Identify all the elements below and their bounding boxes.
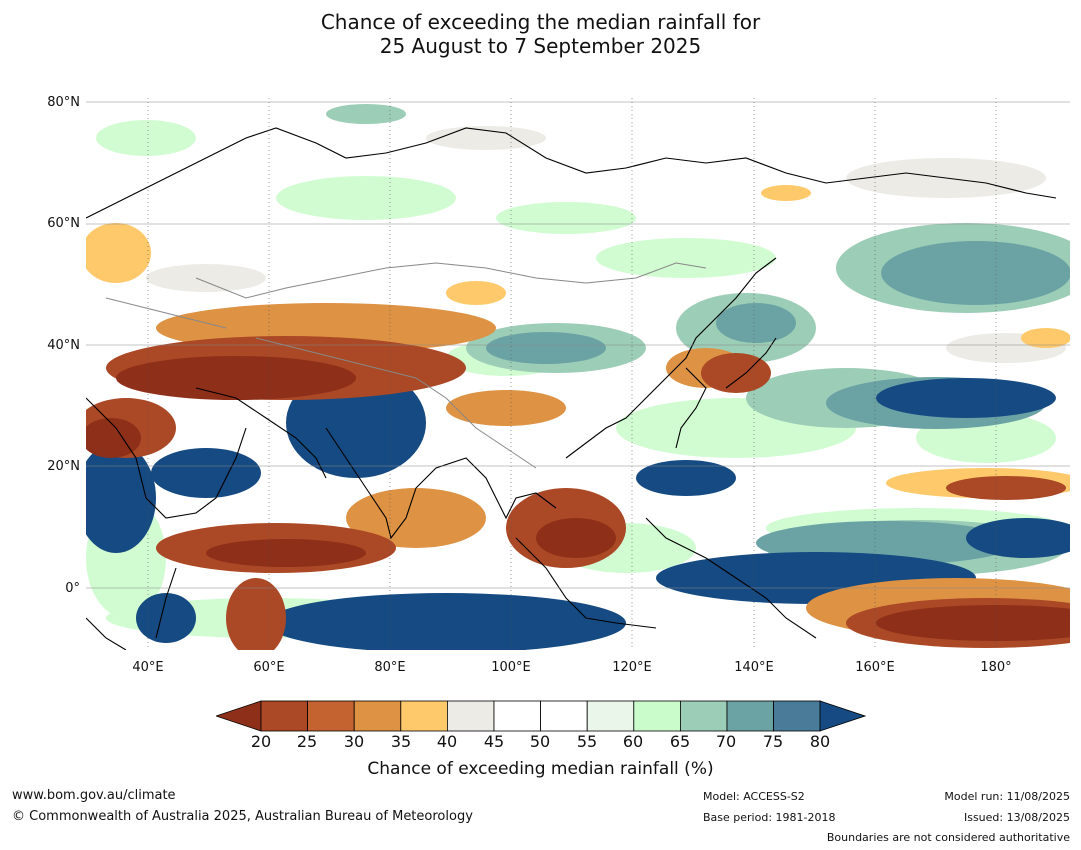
colorbar-tick-80: 80 bbox=[809, 732, 831, 751]
map-canvas bbox=[76, 98, 1081, 658]
colorbar-low-extension bbox=[216, 700, 262, 732]
footer-url: www.bom.gov.au/climate bbox=[12, 788, 176, 803]
colorbar-segment-35-40 bbox=[400, 700, 448, 732]
colorbar-tick-70: 70 bbox=[715, 732, 737, 751]
colorbar-segment-50-55 bbox=[540, 700, 588, 732]
colorbar-high-extension bbox=[819, 700, 866, 732]
map-title: Chance of exceeding the median rainfall … bbox=[0, 10, 1081, 58]
colorbar-segment-65-70 bbox=[679, 700, 728, 732]
footer-issued: Issued: 13/08/2025 bbox=[963, 811, 1070, 824]
colorbar-tick-50: 50 bbox=[529, 732, 551, 751]
colorbar-segment-30-35 bbox=[353, 700, 402, 732]
colorbar-segment-60-65 bbox=[633, 700, 681, 732]
lat-label-80n: 80°N bbox=[47, 95, 80, 110]
colorbar-tick-30: 30 bbox=[343, 732, 365, 751]
footer-base-period: Base period: 1981-2018 bbox=[703, 811, 836, 824]
footer-model-run: Model run: 11/08/2025 bbox=[944, 790, 1070, 803]
colorbar-tick-65: 65 bbox=[669, 732, 691, 751]
colorbar-segment-55-60 bbox=[586, 700, 635, 732]
lon-label-100e: 100°E bbox=[491, 660, 531, 675]
colorbar-segment-70-75 bbox=[726, 700, 774, 732]
lon-label-60e: 60°E bbox=[253, 660, 285, 675]
lon-label-180: 180° bbox=[980, 660, 1012, 675]
colorbar-tick-35: 35 bbox=[390, 732, 412, 751]
lon-label-120e: 120°E bbox=[612, 660, 652, 675]
colorbar-label: Chance of exceeding median rainfall (%) bbox=[367, 759, 714, 779]
lon-label-140e: 140°E bbox=[734, 660, 774, 675]
colorbar-segment-20-25 bbox=[260, 700, 308, 732]
lat-label-40n: 40°N bbox=[47, 338, 80, 353]
rainfall-map bbox=[76, 98, 1081, 658]
colorbar-tick-25: 25 bbox=[296, 732, 318, 751]
colorbar-tick-75: 75 bbox=[762, 732, 784, 751]
colorbar-tick-55: 55 bbox=[576, 732, 598, 751]
footer-copyright: © Commonwealth of Australia 2025, Austra… bbox=[12, 809, 473, 824]
lat-label-0: 0° bbox=[65, 581, 80, 596]
colorbar-tick-45: 45 bbox=[483, 732, 505, 751]
colorbar-segment-40-45 bbox=[446, 700, 495, 732]
lat-label-60n: 60°N bbox=[47, 216, 80, 231]
title-line-1: Chance of exceeding the median rainfall … bbox=[320, 10, 761, 34]
lat-label-20n: 20°N bbox=[47, 459, 80, 474]
colorbar-tick-40: 40 bbox=[436, 732, 458, 751]
title-line-2: 25 August to 7 September 2025 bbox=[379, 34, 702, 58]
colorbar-segment-25-30 bbox=[307, 700, 355, 732]
colorbar-tick-60: 60 bbox=[622, 732, 644, 751]
colorbar bbox=[216, 700, 866, 732]
colorbar-segments bbox=[260, 700, 821, 732]
colorbar-segment-75-80 bbox=[773, 700, 821, 732]
lon-label-160e: 160°E bbox=[855, 660, 895, 675]
lon-label-40e: 40°E bbox=[132, 660, 164, 675]
footer-disclaimer: Boundaries are not considered authoritat… bbox=[826, 831, 1070, 844]
colorbar-tick-20: 20 bbox=[250, 732, 272, 751]
colorbar-segment-45-50 bbox=[493, 700, 541, 732]
lon-label-80e: 80°E bbox=[374, 660, 406, 675]
footer-model: Model: ACCESS-S2 bbox=[703, 790, 805, 803]
